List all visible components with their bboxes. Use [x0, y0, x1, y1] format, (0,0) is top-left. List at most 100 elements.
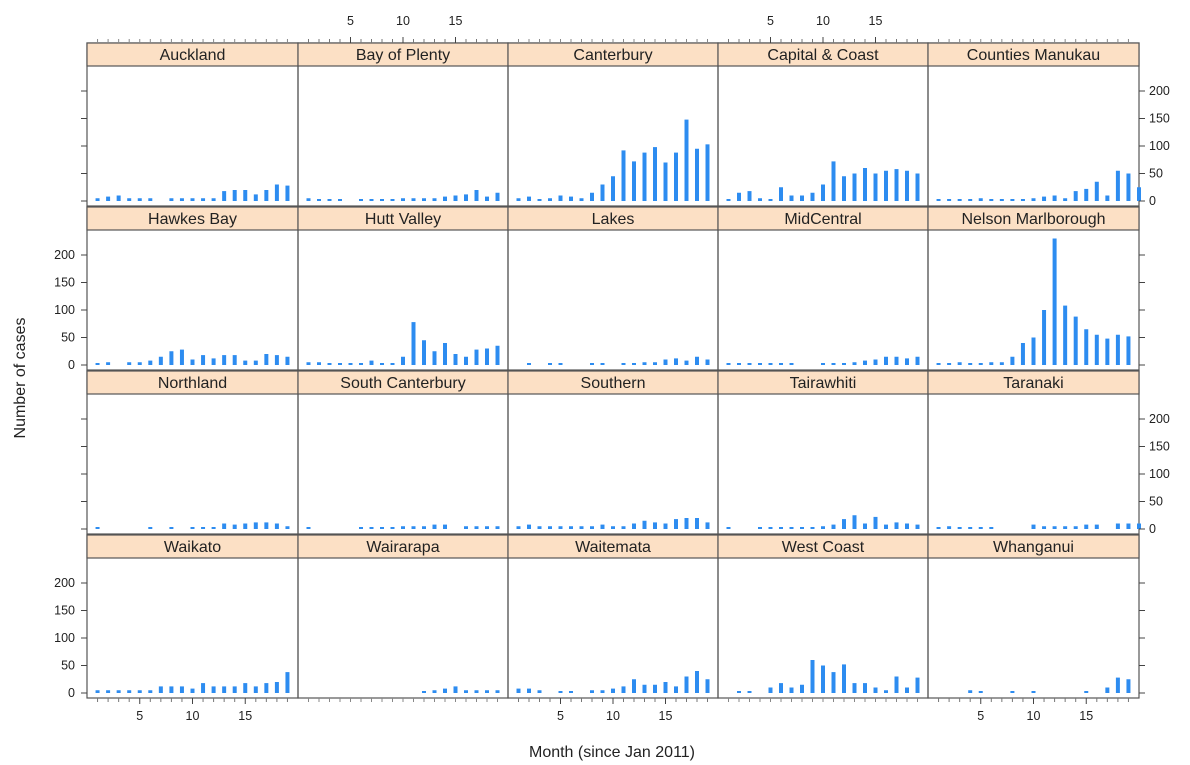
y-tick-label: 50: [61, 331, 75, 345]
panel-title: West Coast: [782, 539, 865, 556]
bar: [548, 526, 552, 529]
bar: [600, 690, 605, 693]
y-tick-label: 50: [61, 659, 75, 673]
bar: [411, 526, 416, 529]
bar: [863, 683, 867, 693]
x-tick-label: 10: [396, 14, 410, 28]
x-axis-title: Month (since Jan 2011): [529, 744, 695, 761]
bar: [894, 169, 899, 201]
bar: [590, 690, 594, 693]
bar: [590, 192, 594, 201]
panel-frame: [717, 370, 929, 535]
bar: [95, 527, 100, 529]
panel-strip: [927, 534, 1140, 559]
bar: [464, 526, 468, 529]
bar: [873, 173, 878, 201]
panel-title: Waikato: [164, 539, 221, 556]
bar: [390, 363, 395, 365]
bar: [253, 686, 258, 693]
panel-title: South Canterbury: [340, 375, 465, 392]
bar: [211, 686, 216, 693]
y-tick-label: 200: [1149, 412, 1170, 426]
bar: [1084, 524, 1089, 529]
bar: [842, 519, 846, 529]
bar: [632, 679, 636, 693]
bar: [169, 198, 174, 201]
panel-title: Auckland: [160, 47, 226, 64]
bar: [842, 363, 846, 365]
bar: [485, 348, 489, 365]
bar: [1052, 195, 1057, 201]
bar: [485, 526, 489, 529]
bar: [116, 690, 121, 693]
bar: [842, 664, 846, 693]
panel-frames: [86, 42, 1140, 699]
bar: [726, 527, 731, 529]
bar: [789, 527, 794, 529]
bar: [957, 362, 962, 365]
y-tick-label: 0: [1149, 522, 1156, 536]
bar: [1020, 199, 1025, 201]
bar: [1115, 677, 1120, 693]
bar: [1063, 305, 1068, 365]
bar: [873, 516, 878, 529]
bar: [548, 198, 552, 201]
y-tick-label: 200: [1149, 84, 1170, 98]
bar: [590, 526, 594, 529]
bar: [852, 683, 857, 693]
y-tick-label: 150: [1149, 112, 1170, 126]
bar: [401, 526, 405, 529]
bar: [705, 522, 710, 529]
bar: [1115, 170, 1120, 201]
bar: [137, 198, 142, 201]
bar: [1105, 195, 1110, 201]
bar: [1126, 679, 1131, 693]
y-tick-label: 100: [1149, 139, 1170, 153]
bar: [127, 690, 132, 693]
bar: [516, 526, 521, 529]
panel-frame: [86, 42, 299, 207]
bar: [306, 362, 311, 365]
bar: [810, 192, 815, 201]
bar: [873, 687, 878, 693]
bar: [695, 671, 699, 693]
bar: [800, 527, 804, 529]
panel-frame: [86, 206, 299, 371]
bar: [968, 363, 973, 365]
bar: [915, 173, 920, 201]
bar: [232, 524, 237, 529]
bar: [243, 683, 248, 693]
bar: [380, 363, 384, 365]
bar: [169, 351, 174, 365]
bar: [663, 682, 668, 693]
x-tick-label: 15: [449, 14, 463, 28]
bar: [905, 523, 909, 529]
bar: [474, 349, 479, 365]
bar: [674, 519, 678, 529]
bar: [1084, 329, 1089, 365]
x-tick-label: 10: [816, 14, 830, 28]
bar: [653, 147, 657, 201]
bar: [222, 355, 227, 365]
bar: [947, 363, 952, 365]
bar: [1137, 187, 1141, 201]
bar: [989, 362, 994, 365]
bar: [369, 199, 374, 201]
bar: [222, 686, 227, 693]
bar: [642, 684, 647, 693]
bar: [621, 150, 626, 201]
y-tick-label: 0: [68, 358, 75, 372]
bar: [464, 690, 468, 693]
bar: [495, 526, 500, 529]
panel-title: MidCentral: [784, 211, 861, 228]
bar: [894, 522, 899, 529]
bar: [211, 358, 216, 365]
bar: [264, 683, 269, 693]
bar: [758, 363, 762, 365]
x-tick-label: 5: [136, 709, 143, 723]
bar: [569, 691, 573, 693]
bar: [558, 691, 563, 693]
panel-frame: [507, 534, 719, 699]
y-tick-label: 100: [54, 631, 75, 645]
bar: [1105, 687, 1110, 693]
